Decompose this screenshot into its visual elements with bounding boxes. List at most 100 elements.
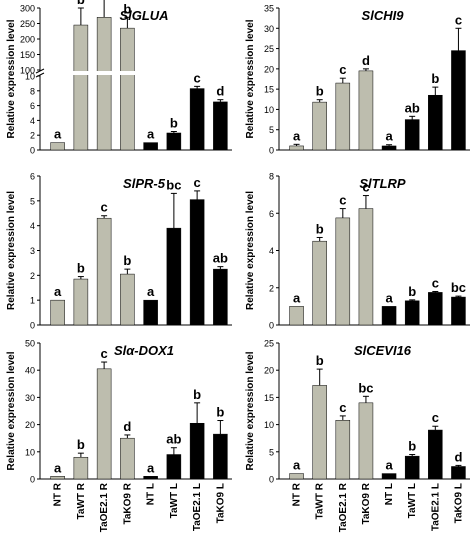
- y-tick-label: 4: [269, 246, 274, 256]
- bar: [120, 437, 135, 480]
- x-tick-label: TaWT R: [315, 482, 326, 519]
- bar: [335, 82, 351, 151]
- y-tick-label: 15: [264, 393, 274, 403]
- bar: [312, 101, 327, 151]
- y-tick-label: 10: [264, 420, 274, 430]
- significance-letter: d: [216, 84, 224, 99]
- chart-panel-6: 0 5 10 15 20 25 Relative expression level SlCEV…: [245, 339, 470, 532]
- bar: [166, 454, 182, 480]
- significance-letter: c: [339, 62, 346, 77]
- y-tick-label: 20: [264, 64, 274, 74]
- significance-letter: a: [54, 127, 62, 142]
- significance-letter: a: [385, 290, 393, 305]
- significance-letter: c: [362, 180, 369, 195]
- significance-letter: a: [54, 460, 62, 475]
- y-tick-label: 5: [269, 125, 274, 135]
- bar: [428, 429, 443, 480]
- bar: [143, 476, 158, 480]
- bar: [335, 217, 351, 326]
- bar: [73, 24, 89, 151]
- y-axis-label: Relative expression level: [245, 19, 256, 138]
- significance-letter: a: [293, 290, 301, 305]
- bar: [381, 306, 397, 326]
- chart-title: Slα-DOX1: [114, 343, 174, 358]
- chart-title: SlPR-5: [123, 176, 166, 191]
- y-tick-label: 300: [20, 4, 35, 14]
- bar: [213, 433, 228, 480]
- bar: [451, 466, 466, 480]
- y-tick-label: 0: [30, 321, 35, 331]
- significance-letter: c: [194, 70, 201, 85]
- bar: [189, 199, 205, 326]
- y-tick-label: 30: [25, 393, 35, 403]
- bar: [73, 278, 89, 326]
- y-tick-label: 15: [264, 85, 274, 95]
- significance-letter: b: [408, 439, 416, 454]
- significance-letter: b: [316, 221, 324, 236]
- significance-letter: c: [432, 410, 439, 425]
- axis-break-mark: [35, 68, 45, 74]
- y-tick-label: 150: [20, 50, 35, 60]
- x-tick-label: NT L: [384, 483, 395, 505]
- significance-letter: a: [293, 458, 301, 473]
- y-axis-label: Relative expression level: [245, 351, 256, 470]
- x-tick-label: TaKO9 L: [215, 483, 226, 523]
- y-tick-label: 1: [30, 296, 35, 306]
- significance-letter: ab: [405, 100, 420, 115]
- y-tick-label: 0: [269, 146, 274, 156]
- significance-letter: b: [123, 1, 131, 16]
- bar: [358, 208, 374, 326]
- chart-panel-2: 0 5 10 15 20 25 30 35 Relative expression level S…: [245, 4, 470, 156]
- x-tick-label: NT L: [146, 483, 157, 505]
- significance-letter: c: [339, 193, 346, 208]
- significance-letter: a: [385, 129, 393, 144]
- bar: [143, 299, 158, 326]
- bar: [213, 101, 228, 151]
- bar: [143, 142, 158, 151]
- y-tick-label: 30: [264, 24, 274, 34]
- bar: [73, 456, 89, 480]
- significance-letter: b: [193, 387, 201, 402]
- significance-letter: a: [147, 127, 155, 142]
- y-axis-label: Relative expression level: [6, 351, 17, 470]
- significance-letter: c: [432, 275, 439, 290]
- significance-letter: a: [293, 128, 301, 143]
- bar: [404, 300, 420, 326]
- significance-letter: d: [362, 53, 370, 68]
- y-tick-label: 2: [30, 131, 35, 141]
- y-tick-label: 50: [25, 339, 35, 349]
- bar: [120, 273, 135, 326]
- y-tick-label: 25: [264, 339, 274, 349]
- significance-letter: d: [454, 449, 462, 464]
- x-tick-label: TaOE2.1 L: [430, 483, 441, 531]
- bar: [428, 94, 443, 151]
- y-tick-label: 100: [20, 66, 35, 76]
- bar: [213, 268, 228, 326]
- y-tick-label: 10: [25, 447, 35, 457]
- chart-title: SlGLUA: [119, 8, 168, 23]
- chart-panel-5: 0 10 20 30 40 50 Relative expression level Slα-…: [6, 339, 232, 532]
- significance-letter: b: [316, 84, 324, 99]
- chart-title: SlCEVI16: [354, 343, 412, 358]
- x-tick-label: TaKO9 L: [453, 483, 464, 523]
- x-tick-label: TaOE2.1 R: [338, 482, 349, 532]
- significance-letter: b: [123, 253, 131, 268]
- y-tick-label: 25: [264, 44, 274, 54]
- chart-title: SlCHI9: [362, 8, 405, 23]
- bar: [428, 292, 443, 326]
- significance-letter: bc: [451, 280, 466, 295]
- significance-letter: b: [170, 116, 178, 131]
- significance-letter: c: [339, 400, 346, 415]
- y-tick-label: 4: [30, 221, 35, 231]
- bar: [404, 119, 420, 151]
- significance-letter: a: [147, 284, 155, 299]
- x-tick-label: NT R: [53, 482, 64, 506]
- significance-letter: b: [77, 0, 85, 7]
- x-tick-label: TaWT R: [76, 482, 87, 519]
- y-tick-label: 20: [25, 420, 35, 430]
- significance-letter: bc: [166, 177, 181, 192]
- significance-letter: bc: [358, 380, 373, 395]
